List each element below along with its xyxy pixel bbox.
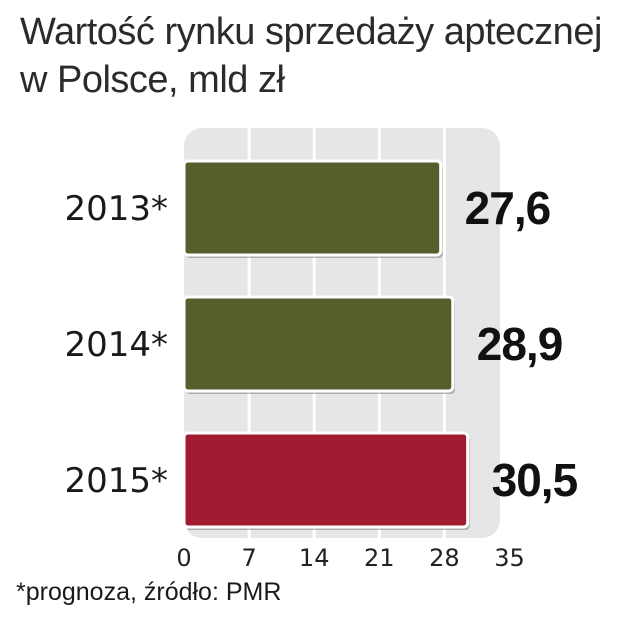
category-label: 2014* [64,325,168,365]
x-tick-label: 35 [494,544,525,572]
bar [182,431,470,529]
value-label: 27,6 [465,182,551,234]
chart-title-line-2: w Polsce, mld zł [20,59,285,101]
x-tick-label: 28 [429,544,460,572]
source-footnote: *prognoza, źródło: PMR [16,578,282,606]
bar [182,295,455,393]
value-label: 30,5 [492,454,578,506]
chart-title-line-1: Wartość rynku sprzedaży aptecznej [20,11,602,53]
bar [182,159,443,257]
category-label: 2015* [64,461,168,501]
x-tick-label: 14 [299,544,330,572]
x-tick-label: 21 [364,544,395,572]
x-tick-label: 7 [241,544,256,572]
chart-title: Wartość rynku sprzedaży aptecznej w Pols… [20,8,610,104]
x-tick-label: 0 [176,544,191,572]
value-label: 28,9 [477,318,563,370]
category-label: 2013* [64,189,168,229]
